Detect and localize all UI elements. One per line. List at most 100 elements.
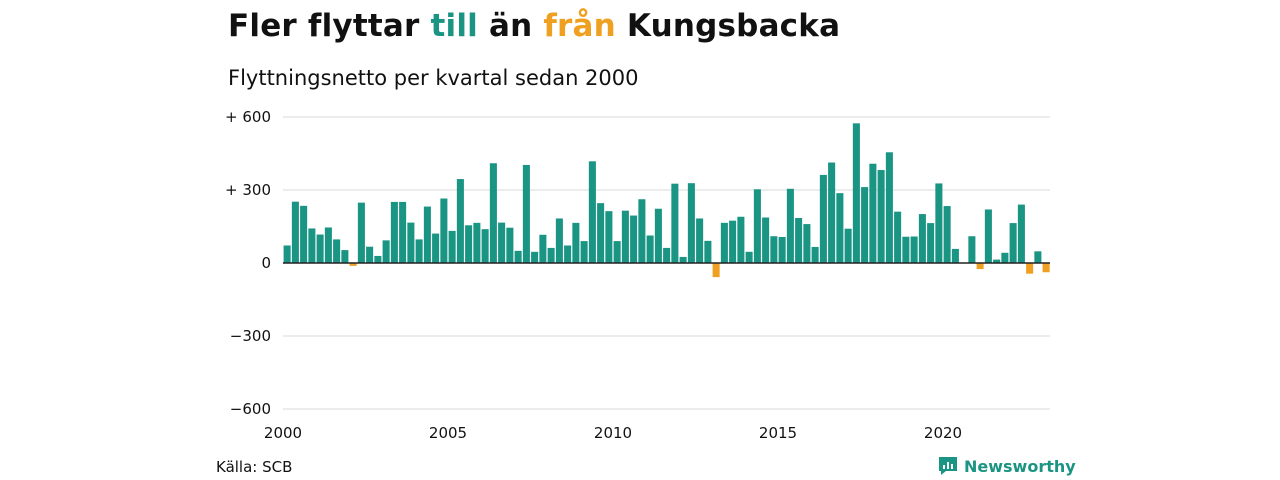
bar: [720, 222, 728, 263]
bar: [704, 240, 712, 263]
bar: [498, 222, 506, 263]
bar: [341, 250, 349, 263]
chart-subtitle: Flyttningsnetto per kvartal sedan 2000: [228, 66, 639, 90]
bar-chart: + 600 + 300 0 −300 −600 2000 2005 2010 2015 2020: [225, 108, 1050, 442]
bar: [968, 236, 976, 263]
bar: [324, 227, 332, 263]
x-tick-label: 2005: [429, 424, 467, 442]
bar: [415, 239, 423, 263]
bar: [506, 227, 514, 263]
bar: [539, 234, 547, 263]
bar: [753, 189, 761, 263]
bar: [357, 202, 365, 263]
bar: [605, 211, 613, 263]
bar: [943, 206, 951, 263]
bar: [811, 246, 819, 263]
bar: [737, 216, 745, 263]
bar: [654, 208, 662, 263]
bar: [407, 222, 415, 263]
bar: [613, 241, 621, 263]
bar: [869, 163, 877, 263]
bar: [885, 152, 893, 263]
bar: [795, 217, 803, 263]
title-part-1: Fler flyttar: [228, 8, 431, 44]
bars-layer: [283, 123, 1050, 278]
bar: [687, 183, 695, 263]
bar: [786, 188, 794, 263]
bar: [729, 220, 737, 263]
bar: [374, 255, 382, 263]
bar: [1042, 263, 1050, 273]
bar: [382, 240, 390, 263]
bar: [993, 259, 1001, 263]
bar: [852, 123, 860, 263]
y-tick-label: 0: [261, 254, 271, 272]
bar: [976, 263, 984, 270]
bar: [580, 241, 588, 263]
bar: [745, 251, 753, 263]
bar: [621, 210, 629, 263]
bar: [646, 235, 654, 263]
bar: [597, 203, 605, 263]
newsworthy-icon: [939, 457, 957, 475]
bar: [819, 174, 827, 263]
bar: [910, 236, 918, 263]
bar: [902, 236, 910, 263]
bar: [762, 217, 770, 263]
bar: [572, 222, 580, 263]
bar: [894, 211, 902, 263]
bar: [1034, 251, 1042, 263]
bar: [333, 239, 341, 263]
bar: [778, 236, 786, 263]
bar: [291, 201, 299, 263]
bar: [489, 163, 497, 263]
axis-layer: + 600 + 300 0 −300 −600 2000 2005 2010 2015 2020: [225, 108, 1050, 442]
bar: [1001, 252, 1009, 263]
title-part-3: än: [477, 8, 544, 44]
bar: [927, 223, 935, 263]
bar: [861, 187, 869, 263]
bar: [316, 234, 324, 263]
bar: [1017, 204, 1025, 263]
y-tick-label: + 300: [225, 181, 271, 199]
bar: [300, 205, 308, 263]
bar: [588, 161, 596, 263]
bar: [638, 199, 646, 263]
source-note: Källa: SCB: [216, 458, 293, 476]
bar: [522, 164, 530, 263]
bar: [696, 218, 704, 263]
bar: [423, 206, 431, 263]
bar: [564, 245, 572, 263]
bar: [663, 247, 671, 263]
bar: [308, 228, 316, 263]
bar: [465, 225, 473, 263]
y-tick-label: −300: [230, 327, 271, 345]
bar: [283, 245, 291, 263]
bar: [1009, 223, 1017, 263]
bar: [770, 236, 778, 263]
brand-logo[interactable]: Newsworthy: [938, 456, 1076, 476]
x-tick-label: 2015: [759, 424, 797, 442]
bar: [440, 198, 448, 263]
bar: [877, 170, 885, 263]
bar: [555, 218, 563, 263]
title-part-5: Kungsbacka: [615, 8, 841, 44]
bar: [390, 201, 398, 263]
bar: [514, 250, 522, 263]
bar: [349, 263, 357, 266]
y-tick-label: −600: [230, 400, 271, 418]
bar: [547, 247, 555, 263]
x-tick-label: 2020: [924, 424, 962, 442]
bar: [456, 179, 464, 263]
bar: [531, 251, 539, 263]
bar: [679, 256, 687, 263]
y-tick-label: + 600: [225, 108, 271, 126]
bar: [836, 193, 844, 263]
bar: [803, 224, 811, 263]
chart-title: Fler flyttar till än från Kungsbacka: [228, 8, 840, 44]
bar: [481, 229, 489, 263]
bar: [918, 214, 926, 263]
brand-name: Newsworthy: [964, 456, 1076, 476]
bar: [630, 215, 638, 263]
bar: [366, 246, 374, 263]
